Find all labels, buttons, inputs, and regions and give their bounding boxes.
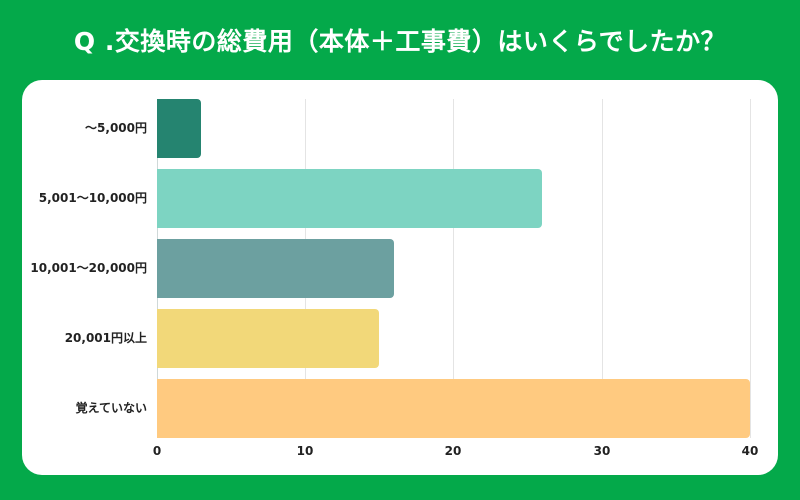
category-label: 覚えていない (75, 401, 147, 415)
category-label: 10,001～20,000円 (30, 261, 147, 275)
x-tick-label: 40 (741, 444, 759, 458)
bar-2 (157, 239, 395, 298)
x-tick-label: 10 (296, 444, 314, 458)
bar-0 (157, 99, 202, 158)
gridline-40 (750, 99, 751, 438)
chart-title: Q .交換時の総費用（本体＋工事費）はいくらでしたか？ (73, 27, 727, 56)
category-label: 20,001円以上 (64, 331, 147, 345)
x-tick-label: 0 (152, 444, 162, 458)
bar-4 (157, 379, 750, 438)
x-tick-label: 30 (593, 444, 611, 458)
bar-3 (157, 309, 380, 368)
gridline-20 (453, 99, 454, 438)
plot-area (157, 99, 751, 438)
category-label: ～5,000円 (85, 121, 147, 135)
x-tick-label: 20 (444, 444, 462, 458)
category-label: 5,001～10,000円 (38, 191, 147, 205)
bar-1 (157, 169, 543, 228)
gridline-30 (602, 99, 603, 438)
